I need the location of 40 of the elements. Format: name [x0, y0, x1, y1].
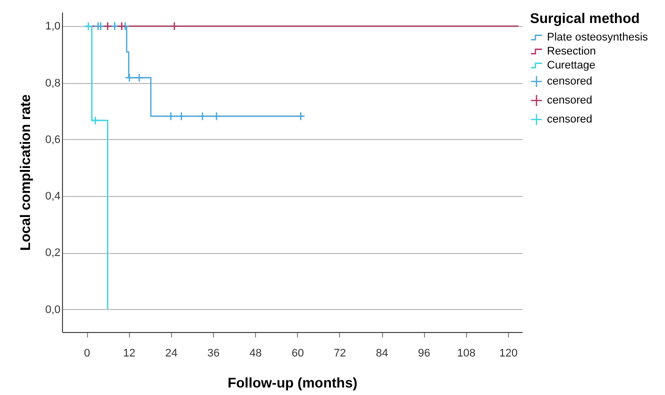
- point: [84, 22, 93, 31]
- point: [296, 112, 306, 121]
- x-tick-label: 60: [292, 348, 304, 360]
- x-tick-label: 108: [457, 348, 476, 360]
- point: [117, 22, 126, 31]
- point: [198, 112, 207, 121]
- point: [103, 22, 112, 31]
- point: [96, 22, 106, 31]
- x-tick-label: 48: [250, 348, 262, 360]
- point: [90, 116, 100, 125]
- legend-label: censored: [547, 76, 592, 88]
- point: [166, 112, 176, 121]
- point: [212, 112, 222, 121]
- legend-label: censored: [547, 114, 592, 126]
- x-tick-label: 36: [207, 348, 220, 360]
- y-tick-label: 0,6: [45, 134, 60, 146]
- point: [176, 112, 186, 121]
- point: [134, 73, 144, 82]
- x-tick-label: 96: [418, 348, 430, 360]
- y-tick-label: 0,0: [45, 304, 60, 316]
- legend-label: Plate osteosynthesis: [547, 32, 648, 44]
- y-axis-title: Local complication rate: [17, 94, 34, 251]
- legend-label: Curettage: [547, 60, 596, 72]
- y-tick-label: 0,8: [45, 77, 60, 90]
- x-tick-label: 84: [376, 348, 388, 360]
- y-tick-label: 0,2: [45, 247, 60, 260]
- x-axis-title: Follow-up (months): [228, 374, 358, 390]
- x-tick-label: 12: [123, 348, 136, 360]
- x-tick-label: 120: [499, 348, 518, 360]
- point: [124, 73, 134, 82]
- legend-label: censored: [547, 94, 592, 106]
- legend-label: Resection: [547, 46, 596, 58]
- x-tick-label: 72: [334, 348, 346, 360]
- x-tick-label: 0: [84, 348, 90, 360]
- y-tick-label: 1,0: [45, 20, 60, 33]
- point: [170, 22, 179, 31]
- y-tick-label: 0,4: [45, 190, 60, 203]
- legend-title: Surgical method: [530, 10, 640, 26]
- point: [110, 22, 120, 31]
- x-tick-label: 24: [165, 348, 178, 360]
